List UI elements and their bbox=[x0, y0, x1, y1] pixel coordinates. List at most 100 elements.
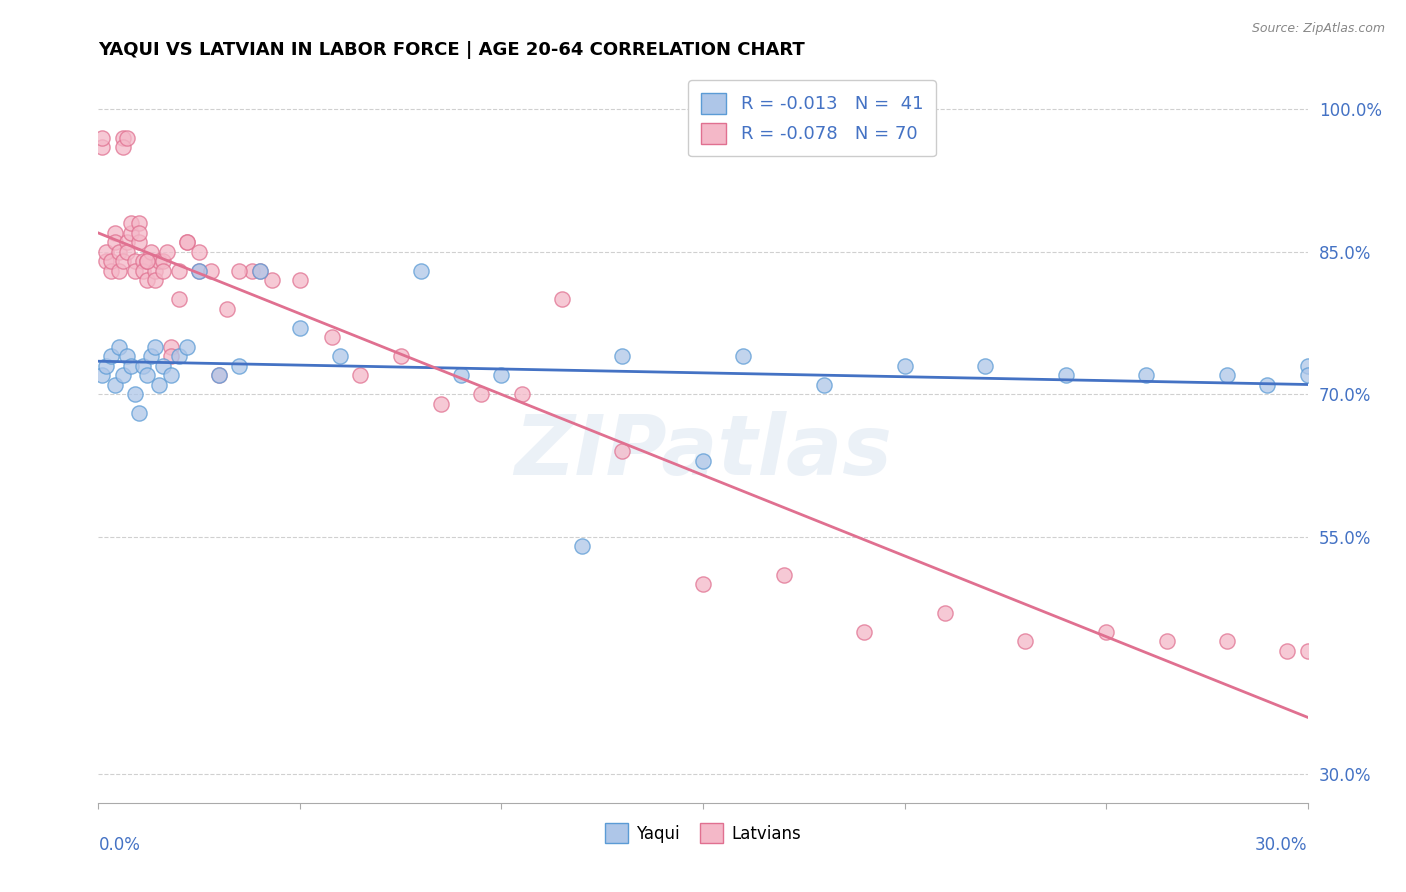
Point bbox=[152, 264, 174, 278]
Point bbox=[124, 254, 146, 268]
Point bbox=[128, 235, 150, 250]
Point bbox=[1216, 368, 1239, 383]
Point bbox=[135, 254, 157, 268]
Point bbox=[1277, 644, 1299, 658]
Point bbox=[853, 624, 876, 639]
Point bbox=[260, 273, 283, 287]
Point bbox=[772, 567, 794, 582]
Point bbox=[934, 606, 956, 620]
Point bbox=[188, 244, 211, 259]
Point bbox=[974, 359, 997, 373]
Point bbox=[893, 359, 915, 373]
Point bbox=[100, 254, 122, 268]
Point bbox=[612, 444, 634, 458]
Point bbox=[1216, 634, 1239, 648]
Point bbox=[115, 235, 138, 250]
Point bbox=[143, 273, 166, 287]
Point bbox=[1054, 368, 1077, 383]
Point bbox=[1296, 359, 1319, 373]
Point bbox=[1256, 377, 1278, 392]
Point bbox=[228, 264, 250, 278]
Point bbox=[100, 264, 122, 278]
Point bbox=[135, 368, 157, 383]
Point bbox=[167, 264, 190, 278]
Point bbox=[409, 264, 432, 278]
Point bbox=[1014, 634, 1036, 648]
Point bbox=[1296, 368, 1319, 383]
Point bbox=[450, 368, 472, 383]
Point bbox=[107, 340, 129, 354]
Point bbox=[733, 349, 755, 363]
Point bbox=[188, 264, 211, 278]
Point bbox=[124, 387, 146, 401]
Point bbox=[208, 368, 231, 383]
Point bbox=[91, 131, 114, 145]
Point bbox=[103, 226, 125, 240]
Text: Source: ZipAtlas.com: Source: ZipAtlas.com bbox=[1251, 22, 1385, 36]
Point bbox=[135, 254, 157, 268]
Point bbox=[176, 235, 198, 250]
Point bbox=[107, 244, 129, 259]
Point bbox=[1095, 624, 1118, 639]
Point bbox=[96, 359, 118, 373]
Point bbox=[240, 264, 263, 278]
Point bbox=[132, 359, 155, 373]
Point bbox=[176, 340, 198, 354]
Point bbox=[249, 264, 271, 278]
Point bbox=[217, 301, 239, 316]
Point bbox=[288, 321, 311, 335]
Point bbox=[208, 368, 231, 383]
Point bbox=[692, 454, 714, 468]
Point bbox=[389, 349, 412, 363]
Point bbox=[491, 368, 513, 383]
Point bbox=[128, 226, 150, 240]
Point bbox=[813, 377, 835, 392]
Point bbox=[143, 340, 166, 354]
Text: YAQUI VS LATVIAN IN LABOR FORCE | AGE 20-64 CORRELATION CHART: YAQUI VS LATVIAN IN LABOR FORCE | AGE 20… bbox=[98, 41, 806, 59]
Point bbox=[100, 349, 122, 363]
Point bbox=[96, 254, 118, 268]
Text: 30.0%: 30.0% bbox=[1256, 836, 1308, 854]
Point bbox=[107, 264, 129, 278]
Point bbox=[148, 254, 170, 268]
Point bbox=[160, 349, 183, 363]
Point bbox=[132, 254, 155, 268]
Point bbox=[111, 254, 134, 268]
Point bbox=[115, 131, 138, 145]
Point bbox=[188, 264, 211, 278]
Point bbox=[128, 216, 150, 230]
Point bbox=[111, 140, 134, 154]
Legend: Yaqui, Latvians: Yaqui, Latvians bbox=[598, 817, 808, 849]
Point bbox=[349, 368, 371, 383]
Text: 0.0%: 0.0% bbox=[98, 836, 141, 854]
Point bbox=[156, 244, 179, 259]
Point bbox=[288, 273, 311, 287]
Point bbox=[120, 359, 142, 373]
Point bbox=[1156, 634, 1178, 648]
Point bbox=[200, 264, 222, 278]
Point bbox=[111, 368, 134, 383]
Text: ZIPatlas: ZIPatlas bbox=[515, 411, 891, 492]
Point bbox=[135, 273, 157, 287]
Point bbox=[91, 140, 114, 154]
Point bbox=[571, 539, 593, 553]
Point bbox=[1135, 368, 1157, 383]
Point bbox=[132, 264, 155, 278]
Point bbox=[96, 244, 118, 259]
Point bbox=[128, 406, 150, 420]
Point bbox=[143, 264, 166, 278]
Point bbox=[139, 244, 162, 259]
Point bbox=[91, 368, 114, 383]
Point bbox=[329, 349, 352, 363]
Point bbox=[160, 340, 183, 354]
Point bbox=[167, 349, 190, 363]
Point bbox=[692, 577, 714, 591]
Point bbox=[510, 387, 533, 401]
Point bbox=[111, 131, 134, 145]
Point bbox=[228, 359, 250, 373]
Point bbox=[152, 359, 174, 373]
Point bbox=[152, 254, 174, 268]
Point bbox=[103, 235, 125, 250]
Point bbox=[612, 349, 634, 363]
Point bbox=[103, 377, 125, 392]
